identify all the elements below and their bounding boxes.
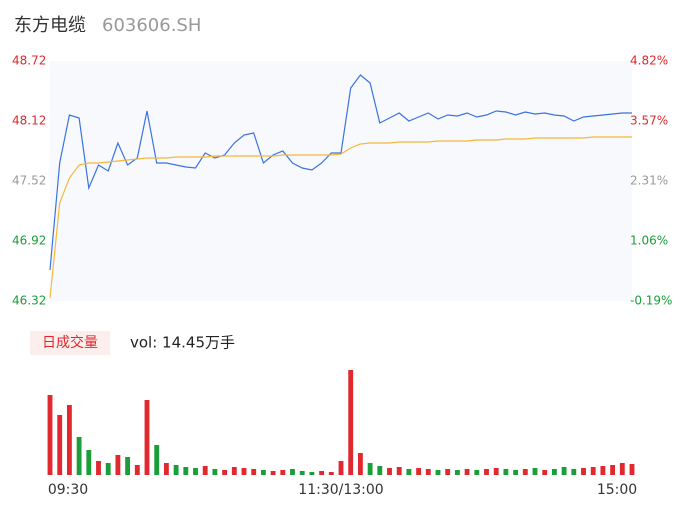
volume-bar: [357, 453, 363, 475]
volume-bar: [299, 471, 305, 475]
volume-bar: [134, 465, 140, 475]
volume-bar: [474, 470, 480, 475]
volume-bar: [115, 455, 121, 475]
volume-bar: [319, 471, 325, 475]
y2-tick-label: 2.31%: [630, 174, 668, 188]
volume-bar: [290, 469, 295, 475]
y2-tick-label: 4.82%: [630, 54, 668, 68]
x-tick-label: 09:30: [48, 482, 88, 498]
volume-bar: [66, 405, 72, 475]
volume-bar: [309, 472, 315, 475]
volume-bar: [416, 468, 422, 475]
volume-bar: [425, 469, 431, 475]
volume-bar: [619, 463, 625, 475]
volume-bar: [183, 467, 189, 475]
stock-code: 603606.SH: [102, 15, 201, 36]
volume-bar: [610, 465, 616, 475]
volume-bar: [629, 464, 635, 475]
volume-bar: [76, 437, 82, 475]
x-tick-label: 11:30/13:00: [298, 482, 383, 498]
volume-bar: [231, 467, 237, 475]
volume-bar: [590, 467, 596, 475]
volume-bar: [163, 463, 169, 475]
y-tick-label: 48.12: [12, 114, 46, 128]
volume-bar: [396, 467, 402, 475]
volume-bar: [173, 465, 179, 475]
volume-bar: [435, 470, 441, 475]
volume-bar: [581, 468, 586, 475]
volume-bar: [348, 370, 354, 475]
volume-bar: [338, 461, 344, 475]
volume-bar: [57, 415, 63, 475]
volume-bar: [464, 469, 470, 475]
volume-bar: [377, 466, 383, 475]
stock-name: 东方电缆: [14, 15, 86, 36]
volume-bar: [454, 470, 460, 475]
y-tick-label: 46.32: [12, 294, 46, 308]
line-average: [49, 136, 632, 299]
volume-bar: [532, 468, 538, 475]
y2-tick-label: -0.19%: [630, 294, 672, 308]
volume-bar: [445, 469, 451, 475]
volume-bar: [561, 467, 567, 475]
y-tick-label: 48.72: [12, 54, 46, 68]
volume-bar: [484, 469, 489, 475]
volume-bar: [328, 472, 334, 475]
volume-bar: [47, 395, 53, 475]
volume-bar: [513, 470, 519, 475]
volume-bar: [571, 469, 577, 475]
y2-tick-label: 3.57%: [630, 113, 668, 127]
volume-bar: [542, 470, 548, 475]
volume-bar: [222, 470, 228, 475]
volume-bar: [202, 466, 208, 475]
volume-bar: [96, 461, 101, 475]
volume-bar: [406, 469, 412, 475]
volume-bar: [193, 468, 198, 475]
volume-bar: [86, 450, 92, 475]
volume-bar: [551, 469, 557, 475]
volume-bar: [522, 469, 528, 475]
volume-bar: [600, 466, 606, 475]
volume-bar: [493, 468, 499, 475]
volume-bar: [154, 445, 160, 475]
x-tick-label: 15:00: [597, 482, 637, 498]
volume-bar: [260, 470, 266, 475]
volume-tab[interactable]: [30, 331, 110, 355]
y2-tick-label: 1.06%: [630, 234, 668, 248]
plot-bg: [50, 61, 632, 301]
volume-bar: [270, 471, 276, 475]
volume-bar: [251, 469, 257, 475]
volume-bar: [280, 470, 286, 475]
volume-bar: [241, 468, 247, 475]
volume-bar: [387, 468, 392, 475]
volume-bar: [367, 463, 373, 475]
y-tick-label: 47.52: [12, 174, 46, 188]
volume-bar: [125, 457, 131, 475]
volume-bar: [503, 469, 509, 475]
volume-bar: [105, 463, 111, 475]
volume-total: vol: 14.45万手: [130, 334, 235, 352]
volume-tab-label[interactable]: 日成交量: [42, 334, 98, 351]
line-price: [49, 74, 632, 271]
volume-bar: [212, 469, 218, 475]
volume-bar: [144, 400, 150, 475]
y-tick-label: 46.92: [12, 234, 46, 248]
